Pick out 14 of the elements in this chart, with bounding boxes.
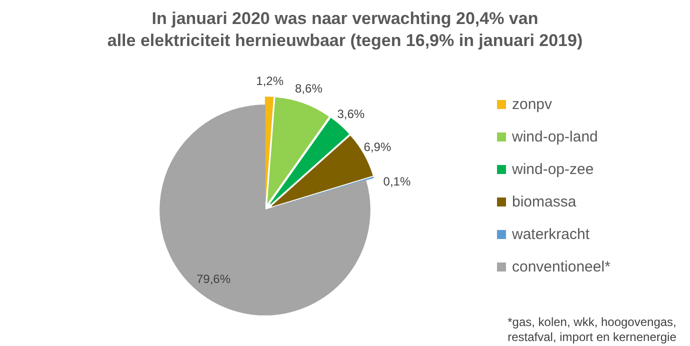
- legend-label: zonpv: [512, 96, 553, 113]
- data-label: 8,6%: [295, 82, 323, 96]
- legend-label: biomassa: [512, 194, 577, 210]
- data-label: 3,6%: [337, 106, 365, 121]
- data-label: 6,9%: [364, 140, 392, 154]
- text: *gas, kolen, wkk, hoogovengas, restafval, import en kernenergie: [508, 315, 677, 344]
- legend-label: waterkracht: [511, 226, 590, 243]
- chart-title: In januari 2020 was naar verwachting 20,4% van alle elektriciteit hernieuwbaar (tegen 16,9% in januari 2019): [107, 9, 583, 50]
- data-label: 79,6%: [196, 272, 231, 286]
- legend-label: wind-op-land: [511, 128, 598, 146]
- legend-label: conventioneel*: [512, 258, 611, 276]
- data-label: 0,1%: [383, 174, 411, 189]
- data-label: 1,2%: [256, 74, 284, 88]
- legend-label: wind-op-zee: [511, 161, 594, 178]
